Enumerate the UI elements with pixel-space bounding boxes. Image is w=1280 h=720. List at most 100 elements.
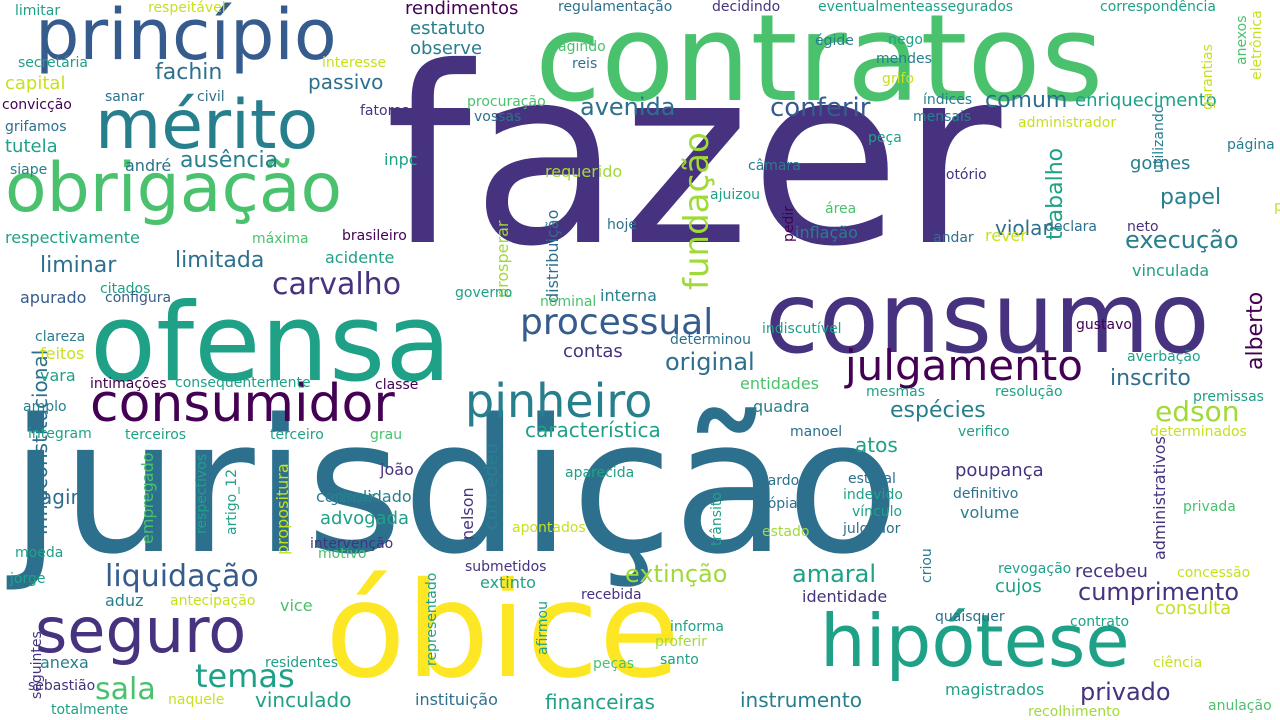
word: interna xyxy=(600,286,657,305)
word: fachin xyxy=(155,60,223,85)
word: requerido xyxy=(545,162,623,181)
word: artigo_12 xyxy=(224,469,240,535)
word: égide xyxy=(815,33,854,49)
word: princípio xyxy=(35,0,337,76)
word: liquidação xyxy=(105,559,259,594)
word: antecipação xyxy=(170,593,256,609)
word: violar xyxy=(995,216,1051,240)
word: agindo xyxy=(558,39,606,55)
word: seguro xyxy=(35,594,247,667)
word: peças xyxy=(593,656,635,672)
word: totalmente xyxy=(51,702,129,718)
word: pedir xyxy=(781,205,797,242)
word: moeda xyxy=(15,545,64,561)
word: indevido xyxy=(843,487,903,503)
word: comum xyxy=(985,88,1068,113)
word: intervenção xyxy=(310,536,394,552)
word: trânsito xyxy=(709,492,725,546)
word: consequentemente xyxy=(175,375,311,391)
word: cujos xyxy=(995,576,1042,597)
word: grifo xyxy=(882,71,915,87)
word: civil xyxy=(197,89,225,105)
word: óbice xyxy=(325,554,681,708)
word: verifico xyxy=(958,424,1010,440)
word: observe xyxy=(410,38,483,59)
word: limitar xyxy=(15,3,61,19)
word: consumo xyxy=(765,262,1210,376)
word: mensais xyxy=(913,109,972,125)
word: privado xyxy=(1080,678,1171,706)
word: advogada xyxy=(320,508,410,529)
word: vinculado xyxy=(255,688,352,712)
word: quadra xyxy=(753,397,810,416)
word: configura xyxy=(105,290,172,306)
word: vara xyxy=(40,366,76,385)
word: prévio xyxy=(1274,199,1280,215)
word: característica xyxy=(525,418,661,442)
word: governo xyxy=(455,285,513,301)
word: terceiros xyxy=(125,427,187,443)
word: interesse xyxy=(322,55,387,71)
word: volume xyxy=(960,503,1020,522)
word: pinheiro xyxy=(465,374,653,428)
word: hoje xyxy=(607,217,637,233)
word: nelson xyxy=(458,487,477,540)
word: estatal xyxy=(848,471,896,487)
word: gomes xyxy=(1130,153,1191,174)
word: atos xyxy=(855,433,898,457)
word: terceiro xyxy=(270,427,324,443)
word: consolidado xyxy=(316,487,412,506)
word: administrador xyxy=(1018,115,1117,131)
word: contratos xyxy=(535,0,1104,129)
word: eletrônica xyxy=(1249,10,1265,80)
word: motivo xyxy=(318,546,367,562)
word: capital xyxy=(5,73,66,94)
word: área xyxy=(825,201,857,217)
word: poupança xyxy=(955,460,1044,481)
word: respeitável xyxy=(148,0,226,16)
word: conferir xyxy=(770,93,871,123)
word: entidades xyxy=(740,374,819,393)
word: vinculada xyxy=(1132,261,1210,280)
word: contas xyxy=(563,341,623,362)
word: financeiras xyxy=(545,690,655,714)
word: obrigação xyxy=(5,149,343,228)
word: grau xyxy=(370,427,403,443)
word: liminar xyxy=(40,253,117,278)
word: respectivamente xyxy=(5,228,140,247)
word: índices xyxy=(923,92,973,108)
word: papel xyxy=(1160,185,1222,210)
word: distribuição xyxy=(543,209,562,303)
word: execução xyxy=(1125,226,1239,254)
word: mesmas xyxy=(866,384,926,400)
word: empregado xyxy=(138,452,157,544)
word: rever xyxy=(985,226,1027,245)
word: câmara xyxy=(748,158,801,174)
word: criou xyxy=(919,548,935,583)
word: revogação xyxy=(998,561,1072,577)
word: agir xyxy=(40,485,79,509)
word: cumprimento xyxy=(1078,578,1240,606)
word: instrumento xyxy=(740,688,862,712)
word: andar xyxy=(933,230,974,246)
word: anulação xyxy=(1208,698,1272,714)
word: informa xyxy=(670,619,724,635)
word: carvalho xyxy=(272,267,402,302)
word: amplo xyxy=(23,399,67,415)
word: tutela xyxy=(5,136,58,157)
word: utilizando xyxy=(1151,104,1167,173)
word: temas xyxy=(195,657,295,695)
word: sebastião xyxy=(28,678,96,694)
word: recebida xyxy=(581,587,642,603)
word: convicção xyxy=(2,97,72,113)
word: jurisdição xyxy=(10,379,900,595)
word: feitos xyxy=(40,344,85,363)
word: extinto xyxy=(480,573,536,592)
word: fundação xyxy=(677,132,717,290)
word: recebeu xyxy=(1075,561,1148,582)
word: enriquecimento xyxy=(1075,90,1217,111)
word: sala xyxy=(95,672,156,707)
word: hipótese xyxy=(820,599,1130,683)
word: gilmar xyxy=(330,490,375,506)
word: residentes xyxy=(265,655,339,671)
